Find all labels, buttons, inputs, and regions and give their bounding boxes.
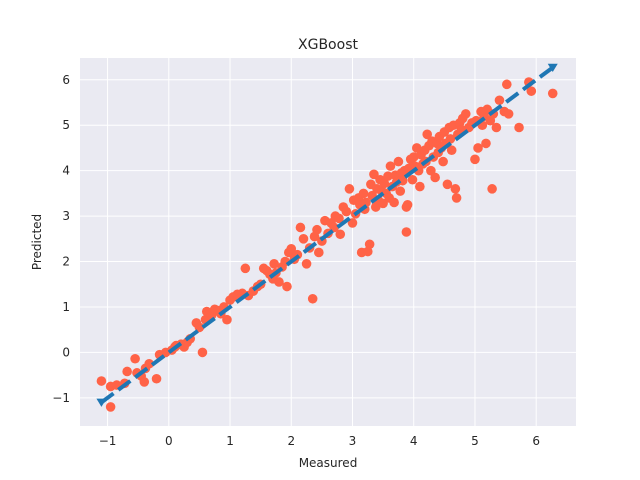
data-point [347, 218, 358, 228]
data-point [526, 86, 537, 96]
data-point [514, 122, 524, 133]
data-point [442, 179, 453, 190]
data-point [298, 234, 309, 244]
data-point [105, 402, 116, 412]
identity-line-group [96, 63, 558, 407]
y-tick-label: 4 [62, 164, 70, 178]
y-tick-label: 0 [62, 345, 70, 359]
data-point [470, 154, 480, 165]
x-tick-label: 4 [410, 434, 418, 448]
data-point [393, 156, 404, 167]
identity-line-start-marker [96, 398, 107, 407]
data-point [450, 184, 461, 194]
data-point [274, 277, 284, 287]
data-point [408, 152, 419, 162]
y-tick-label: 3 [62, 209, 70, 223]
data-point [411, 143, 422, 153]
y-tick-label: 2 [62, 255, 70, 269]
data-point [487, 184, 497, 194]
x-tick-label: 2 [287, 434, 295, 448]
data-point [197, 347, 208, 358]
data-point [334, 213, 344, 224]
data-point [312, 224, 322, 235]
data-point [422, 129, 433, 140]
data-point [430, 172, 440, 183]
data-point [401, 227, 412, 237]
data-point [451, 193, 462, 203]
data-point [144, 358, 154, 369]
data-point [426, 165, 436, 176]
data-point [363, 246, 373, 257]
data-point [96, 376, 107, 386]
data-point [402, 199, 413, 210]
data-point [379, 178, 390, 189]
data-point [222, 314, 232, 325]
y-axis-label: Predicted [30, 214, 44, 270]
data-point [445, 134, 456, 144]
data-point [358, 188, 369, 199]
data-point [378, 198, 388, 209]
y-tick-label: 5 [62, 118, 70, 132]
x-tick-label: 6 [532, 434, 540, 448]
x-tick-label: −1 [99, 434, 117, 448]
data-point [369, 169, 379, 180]
data-point [481, 138, 491, 149]
data-point [307, 293, 318, 304]
data-point [446, 145, 457, 156]
data-point [364, 239, 375, 250]
data-point [361, 197, 371, 208]
data-point [383, 171, 393, 181]
data-point [335, 229, 346, 240]
y-tick-label: 1 [62, 300, 70, 314]
data-point [395, 186, 406, 196]
y-tick-label: −1 [52, 391, 70, 405]
data-point [301, 259, 312, 269]
data-point [139, 377, 150, 387]
grid [80, 58, 576, 426]
x-tick-label: 0 [165, 434, 173, 448]
x-axis-label: Measured [299, 456, 358, 470]
chart-title: XGBoost [298, 37, 358, 53]
identity-line [100, 65, 554, 404]
data-point [286, 244, 297, 254]
y-axis-ticks: −1 0 1 2 3 4 5 6 [52, 73, 70, 405]
data-point [282, 281, 292, 292]
y-tick-label: 6 [62, 73, 70, 87]
data-point [341, 206, 352, 217]
x-tick-label: 1 [226, 434, 234, 448]
data-point [502, 79, 512, 90]
data-point [385, 161, 396, 171]
x-axis-ticks: −1 0 1 2 3 4 5 6 [99, 434, 540, 448]
identity-line-end-marker [547, 63, 558, 73]
data-point [460, 109, 471, 119]
data-point [547, 88, 558, 99]
data-point [240, 263, 251, 274]
data-point [269, 259, 279, 269]
x-tick-label: 3 [349, 434, 357, 448]
data-point [344, 184, 355, 194]
data-point [415, 181, 425, 192]
data-point [122, 366, 132, 377]
data-point [130, 353, 140, 364]
data-point [494, 95, 505, 106]
data-point [407, 174, 418, 185]
x-tick-label: 5 [471, 434, 479, 448]
data-point [314, 247, 324, 258]
data-points [96, 77, 558, 412]
data-point [473, 143, 483, 153]
data-point [438, 156, 448, 167]
data-point [295, 222, 306, 233]
data-point [503, 109, 514, 119]
data-point [151, 373, 162, 384]
data-point [389, 197, 399, 208]
data-point [491, 122, 502, 133]
